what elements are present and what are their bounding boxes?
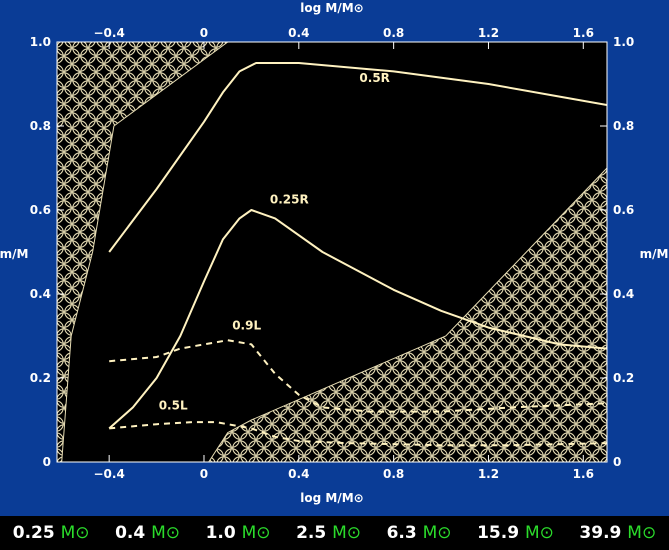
mass-value: 1.0 M⊙ <box>205 523 271 543</box>
mass-value: 6.3 M⊙ <box>386 523 452 543</box>
mass-value: 2.5 M⊙ <box>296 523 362 543</box>
x-tick-label-top: 1.6 <box>573 26 594 40</box>
y-axis-label-left: m/M <box>0 247 28 261</box>
x-tick-label-bottom: −0.4 <box>93 467 124 481</box>
solar-mass-unit: M⊙ <box>627 523 657 543</box>
y-tick-label-right: 0.8 <box>613 119 634 133</box>
y-tick-label-left: 0 <box>43 455 51 469</box>
x-tick-label-bottom: 0 <box>200 467 208 481</box>
solar-mass-unit: M⊙ <box>332 523 362 543</box>
y-tick-label-right: 0.4 <box>613 287 634 301</box>
y-tick-label-right: 0.2 <box>613 371 634 385</box>
curve-09L <box>109 339 607 413</box>
plot-frame <box>56 41 608 463</box>
y-tick-label-left: 0.4 <box>30 287 51 301</box>
x-tick-label-bottom: 1.6 <box>573 467 594 481</box>
y-tick-label-left: 0.6 <box>30 203 51 217</box>
curve-05R <box>108 62 607 253</box>
x-tick-label-top: 0.4 <box>288 26 309 40</box>
curve-label-025R: 0.25R <box>270 193 309 207</box>
x-axis-label-bottom: log M/M⊙ <box>300 491 363 505</box>
y-tick-label-left: 1.0 <box>30 35 51 49</box>
y-axis-label-right: m/M <box>640 247 669 261</box>
mass-value: 0.25 M⊙ <box>12 523 90 543</box>
mass-value: 39.9 M⊙ <box>579 523 657 543</box>
x-tick-label-top: 0 <box>200 26 208 40</box>
y-tick-label-left: 0.8 <box>30 119 51 133</box>
x-tick-label-top: −0.4 <box>93 26 124 40</box>
x-axis-label-top: log M/M⊙ <box>300 1 363 15</box>
y-tick-label-right: 0 <box>613 455 621 469</box>
solar-mass-unit: M⊙ <box>524 523 554 543</box>
y-tick-label-right: 0.6 <box>613 203 634 217</box>
solar-mass-unit: M⊙ <box>241 523 271 543</box>
curve-label-05R: 0.5R <box>359 71 390 85</box>
mass-value: 15.9 M⊙ <box>477 523 554 543</box>
solar-mass-unit: M⊙ <box>151 523 181 543</box>
y-tick-label-left: 0.2 <box>30 371 51 385</box>
curve-label-05L: 0.5L <box>159 399 188 413</box>
x-tick-label-top: 1.2 <box>478 26 499 40</box>
y-tick-label-right: 1.0 <box>613 35 634 49</box>
solar-mass-unit: M⊙ <box>60 523 90 543</box>
mass-scale-bar: 0.25 M⊙ 0.4 M⊙ 1.0 M⊙ 2.5 M⊙ 6.3 M⊙ 15.9 M⊙ 39… <box>0 516 669 550</box>
chart: 0.5R 0.25R 0.9L 0.5L −0.4 −0.4 0 0 0.4 0.4 0.8 0.8… <box>0 1 669 505</box>
curve-05L <box>109 421 607 447</box>
x-tick-label-bottom: 0.4 <box>288 467 309 481</box>
convective-region-outer-envelope <box>57 42 229 462</box>
curve-label-09L: 0.9L <box>232 319 261 333</box>
solar-mass-unit: M⊙ <box>422 523 452 543</box>
x-tick-label-bottom: 1.2 <box>478 467 499 481</box>
mass-value: 0.4 M⊙ <box>115 523 181 543</box>
x-tick-label-bottom: 0.8 <box>383 467 404 481</box>
curve-025R <box>108 209 607 430</box>
convective-region-core <box>208 167 607 462</box>
x-tick-label-top: 0.8 <box>383 26 404 40</box>
